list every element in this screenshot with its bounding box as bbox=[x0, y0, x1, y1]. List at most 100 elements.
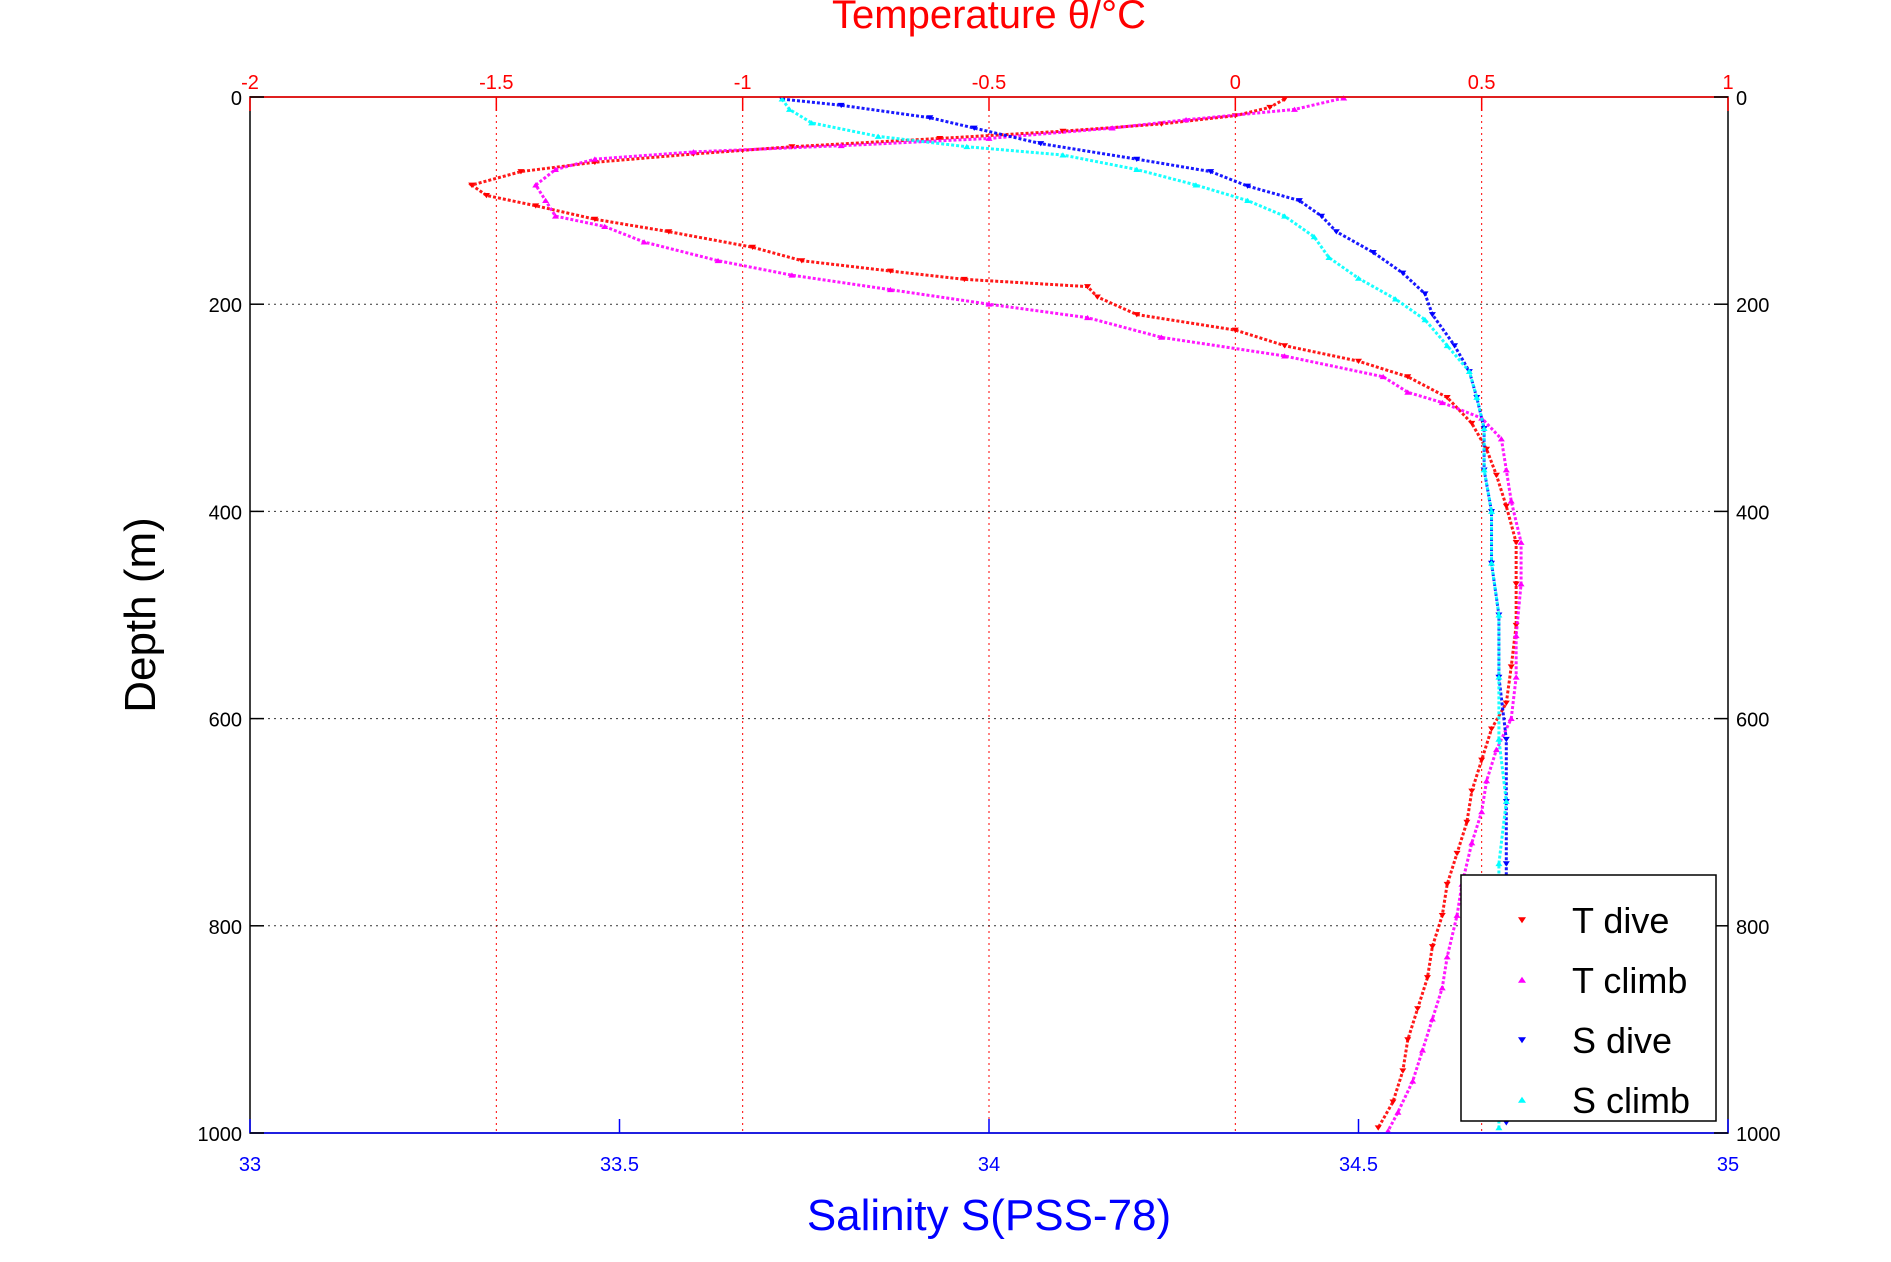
data-point bbox=[788, 144, 796, 150]
data-point bbox=[1507, 715, 1515, 722]
data-point bbox=[1465, 368, 1473, 374]
data-point bbox=[1443, 342, 1451, 349]
series-trace bbox=[780, 98, 1508, 1128]
data-point bbox=[1507, 498, 1515, 504]
data-point bbox=[1497, 436, 1505, 442]
top-axis-tick-label: 1 bbox=[1722, 72, 1733, 94]
legend-marker bbox=[1518, 1037, 1526, 1044]
data-point bbox=[1037, 141, 1045, 147]
data-point bbox=[1473, 394, 1481, 400]
data-point bbox=[1502, 798, 1510, 804]
legend-marker bbox=[1518, 917, 1526, 924]
data-point bbox=[1438, 912, 1446, 919]
data-point bbox=[1207, 169, 1215, 175]
data-point bbox=[532, 203, 540, 209]
data-point bbox=[1488, 508, 1496, 514]
data-point bbox=[1502, 736, 1510, 743]
data-point bbox=[837, 102, 845, 109]
data-point bbox=[1384, 1128, 1392, 1134]
right-axis-tick-label: 200 bbox=[1736, 295, 1769, 317]
data-point bbox=[1502, 861, 1510, 867]
data-point bbox=[1310, 234, 1318, 240]
data-point bbox=[1492, 472, 1500, 478]
data-point bbox=[1428, 944, 1436, 950]
data-point bbox=[1409, 1078, 1417, 1084]
legend-entries: T dive T climb S dive S climb bbox=[1518, 900, 1690, 1121]
data-point bbox=[1488, 726, 1496, 732]
data-point bbox=[1281, 213, 1289, 219]
data-point bbox=[1340, 95, 1348, 101]
series-s-climb bbox=[778, 96, 1510, 1131]
data-point bbox=[1281, 353, 1289, 359]
series-trace bbox=[468, 97, 1518, 1129]
data-point bbox=[1451, 343, 1459, 349]
data-point bbox=[1318, 213, 1326, 219]
left-axis-tick-label: 400 bbox=[209, 502, 242, 524]
data-point bbox=[1419, 1047, 1427, 1053]
top-axis-tick-label: -1 bbox=[734, 72, 752, 94]
axes: -2 -1.5 -1 -0.5 0 0.5 1 33 33.5 34 34.5 35 0 0 200 200 4… bbox=[198, 72, 1781, 1176]
data-point bbox=[1133, 166, 1141, 172]
data-point bbox=[874, 133, 882, 139]
x-axis-label: Salinity S(PSS-78) bbox=[807, 1191, 1171, 1240]
data-point bbox=[1480, 425, 1488, 431]
data-point bbox=[714, 257, 722, 264]
top-axis-tick-label: 0.5 bbox=[1468, 72, 1496, 94]
data-point bbox=[1517, 539, 1525, 545]
bottom-axis-tick-label: 33.5 bbox=[600, 1154, 639, 1176]
left-axis-tick-label: 0 bbox=[231, 88, 242, 110]
data-point bbox=[1478, 757, 1486, 763]
data-point bbox=[1281, 96, 1289, 102]
data-point bbox=[1084, 284, 1092, 290]
data-point bbox=[1495, 736, 1503, 742]
data-point bbox=[1355, 358, 1362, 364]
data-point bbox=[808, 120, 816, 126]
data-point bbox=[749, 244, 757, 251]
data-point bbox=[1244, 197, 1252, 204]
data-point bbox=[1512, 540, 1520, 546]
data-point bbox=[1453, 912, 1461, 918]
data-point bbox=[1108, 125, 1116, 131]
data-point bbox=[1488, 560, 1496, 566]
data-point bbox=[1414, 1006, 1422, 1012]
data-point bbox=[960, 276, 968, 283]
data-point bbox=[1157, 334, 1165, 340]
data-point bbox=[1468, 788, 1476, 794]
chart-title: Temperature θ/°C bbox=[832, 0, 1146, 37]
right-axis-tick-label: 1000 bbox=[1736, 1124, 1781, 1146]
data-point bbox=[926, 115, 934, 121]
data-point bbox=[1355, 275, 1362, 281]
data-point bbox=[551, 166, 559, 172]
data-point bbox=[1325, 254, 1333, 261]
data-point bbox=[1478, 809, 1486, 815]
data-point bbox=[1133, 156, 1141, 162]
data-point bbox=[1502, 503, 1510, 510]
data-point bbox=[517, 169, 525, 175]
data-point bbox=[1512, 581, 1520, 587]
bottom-axis-tick-label: 33 bbox=[239, 1154, 261, 1176]
data-point bbox=[970, 125, 978, 131]
data-point bbox=[665, 229, 673, 235]
data-point bbox=[468, 182, 476, 188]
data-point bbox=[1059, 152, 1067, 158]
data-point bbox=[788, 272, 796, 278]
top-axis-tick-label: -2 bbox=[241, 72, 259, 94]
data-point bbox=[1281, 343, 1289, 349]
data-point bbox=[1502, 700, 1510, 706]
data-point bbox=[1423, 975, 1431, 981]
data-point bbox=[837, 142, 845, 149]
y-axis-label: Depth (m) bbox=[116, 517, 165, 713]
data-point bbox=[1480, 467, 1488, 473]
top-axis-tick-label: -1.5 bbox=[479, 72, 513, 94]
data-point bbox=[1495, 860, 1503, 867]
legend: T dive T climb S dive S climb bbox=[1460, 874, 1717, 1122]
data-point bbox=[1182, 116, 1190, 123]
data-point bbox=[1399, 1068, 1407, 1074]
data-point bbox=[1399, 270, 1407, 276]
data-point bbox=[1379, 373, 1387, 380]
series-trace bbox=[533, 96, 1523, 1132]
data-point bbox=[1192, 182, 1200, 188]
data-point bbox=[1295, 198, 1303, 204]
data-point bbox=[1394, 1109, 1402, 1115]
